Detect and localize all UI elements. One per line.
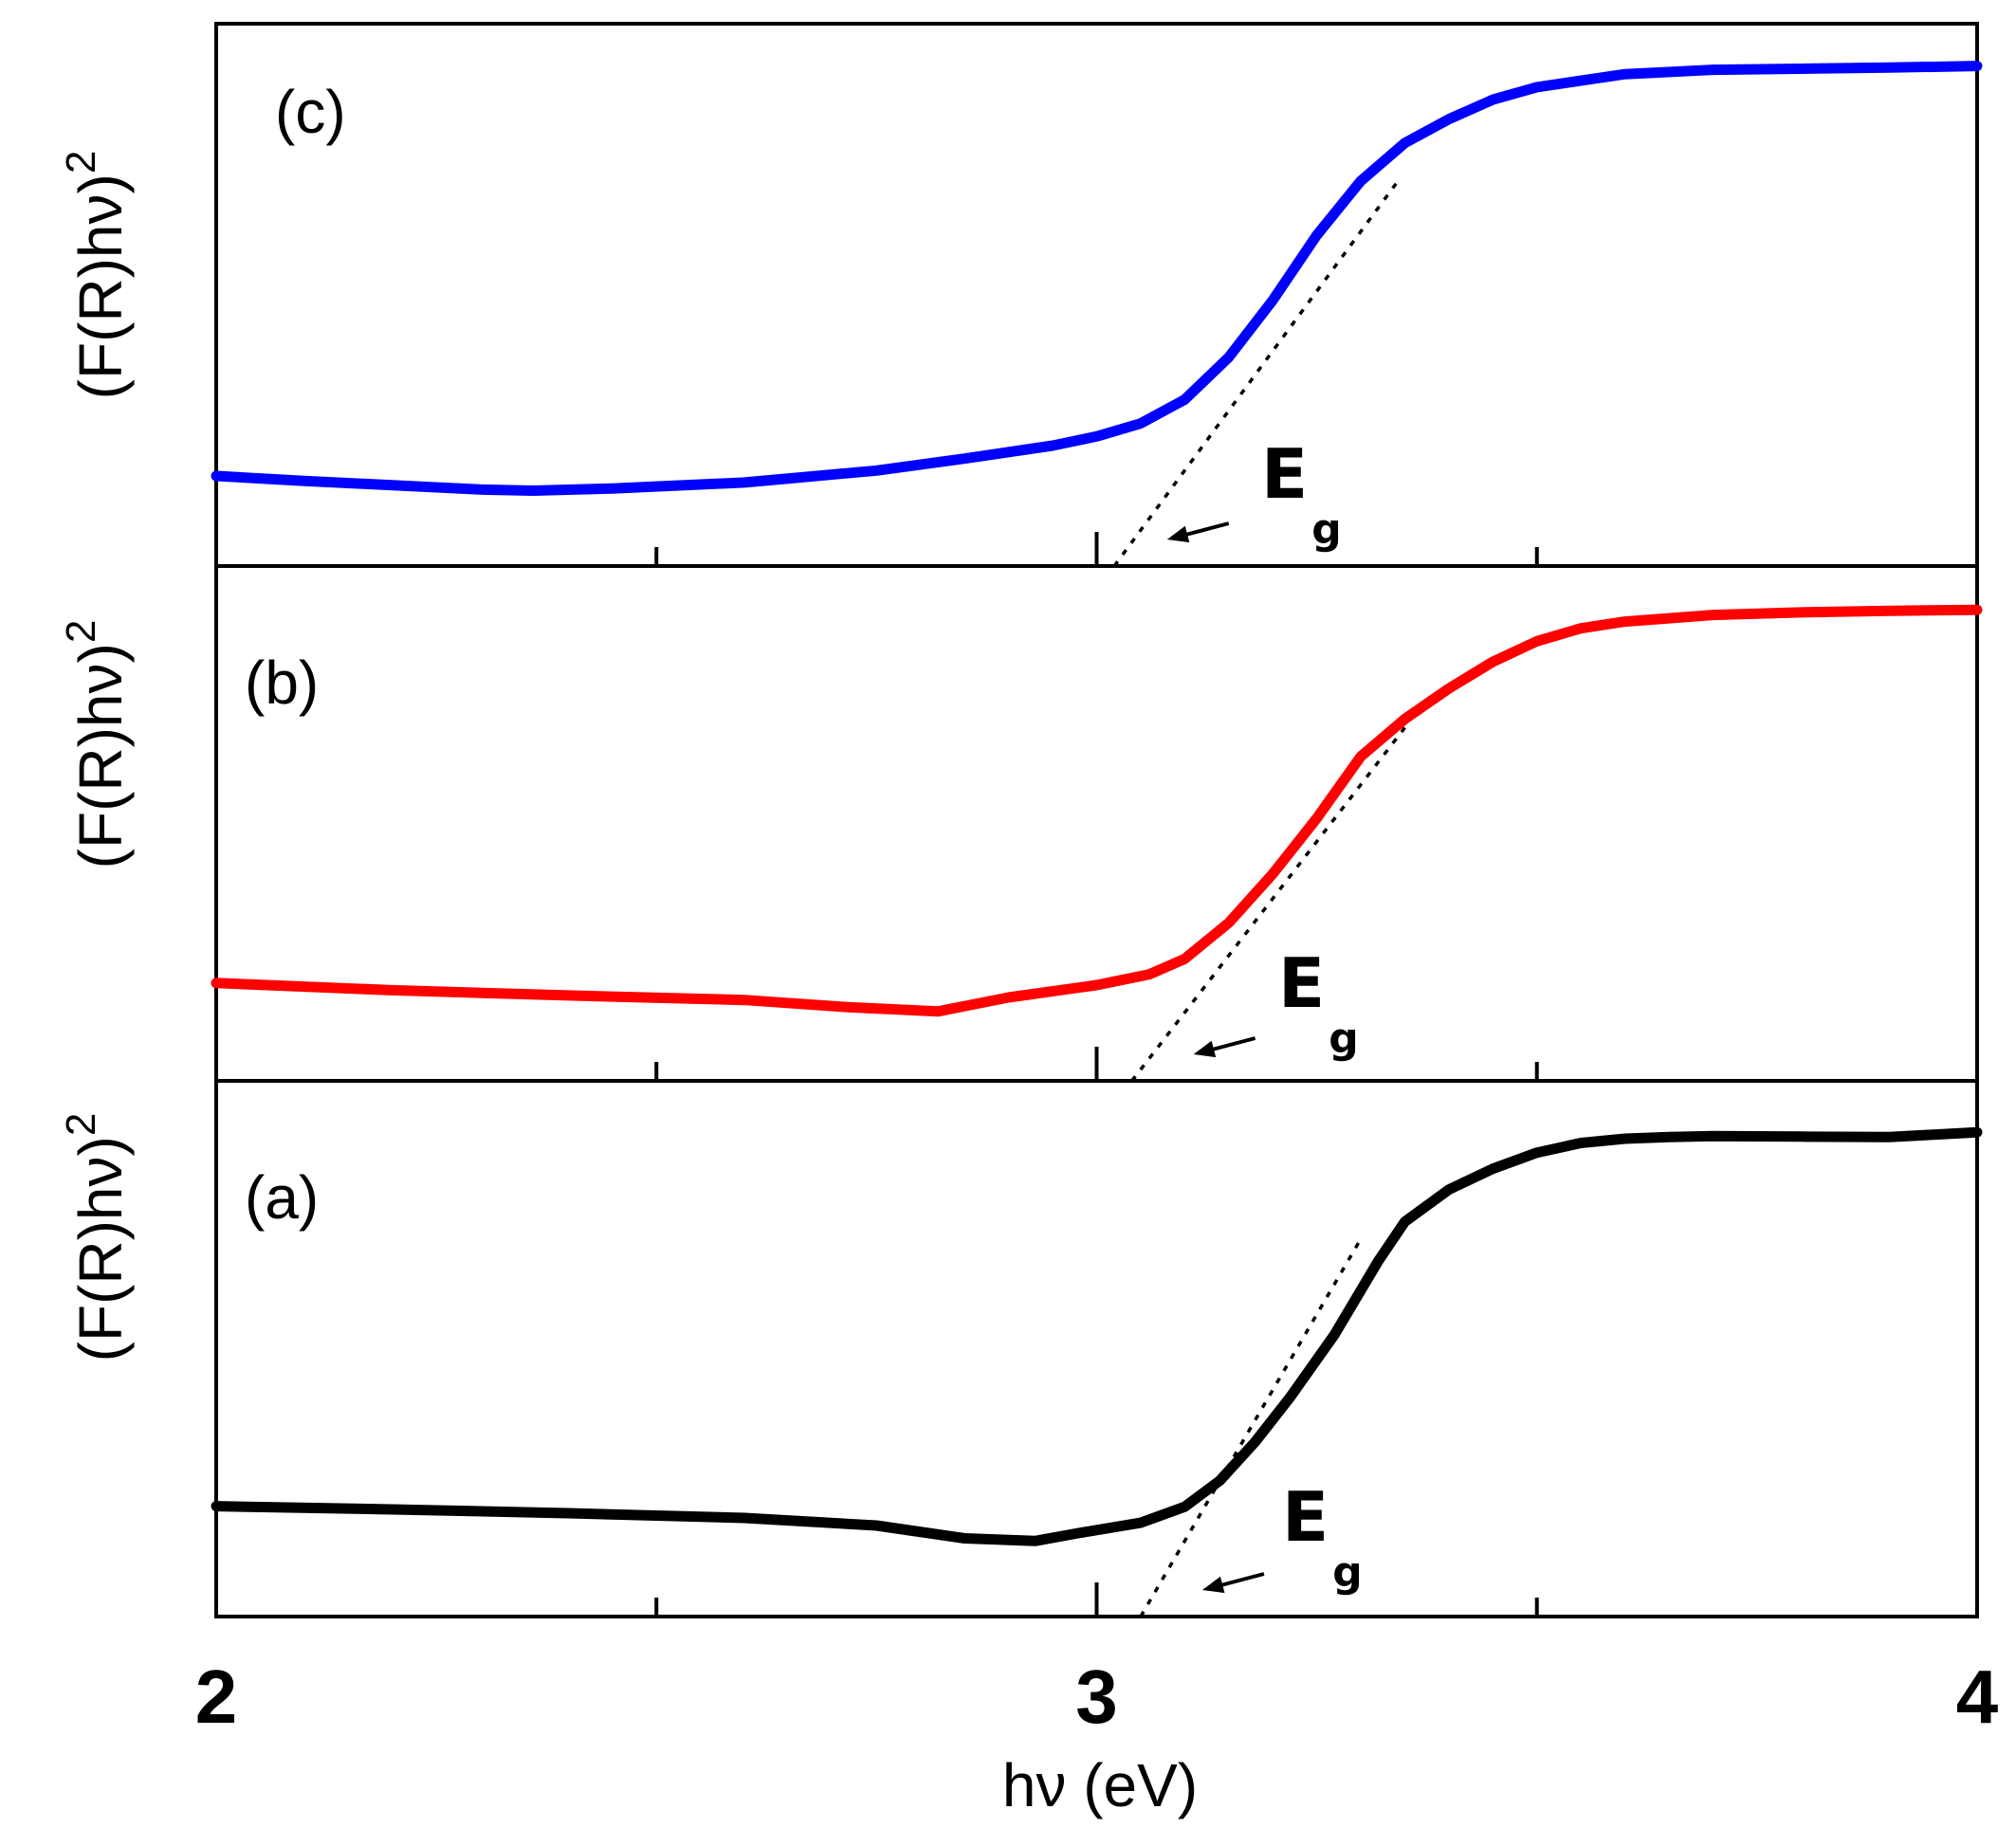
panel-c-ticks	[654, 532, 1539, 566]
panel-b-ylabel: (F(R)hν)2	[58, 620, 135, 869]
panel-b: (b) Eg (F(R)hν)2	[58, 564, 1983, 1083]
panel-b-series-line	[211, 604, 1983, 1017]
panel-c-label: (c)	[275, 78, 346, 146]
panel-c: (c) Eg (F(R)hν)2	[58, 22, 1983, 568]
panel-a-ticks	[654, 1582, 1539, 1617]
panel-c-eg-label: Eg	[1261, 434, 1342, 554]
x-axis-label: hν (eV)	[1002, 1751, 1198, 1819]
x-tick-label-4: 4	[1956, 1654, 1999, 1739]
panel-b-label: (b)	[245, 649, 319, 717]
panel-a-frame	[214, 1079, 1979, 1618]
panel-a-fit-line	[1139, 1237, 1363, 1618]
panel-c-eg-arrow	[1166, 521, 1230, 543]
panel-c-fit-line	[1112, 182, 1398, 568]
panel-b-ticks	[654, 1047, 1539, 1081]
panel-a-series-line	[211, 1126, 1983, 1546]
panel-a: (a) Eg (F(R)hν)2	[58, 1079, 1983, 1618]
x-tick-label-3: 3	[1075, 1654, 1118, 1739]
panel-c-ylabel: (F(R)hν)2	[58, 151, 135, 400]
x-tick-label-2: 2	[195, 1654, 238, 1739]
panel-a-label: (a)	[245, 1163, 319, 1232]
panel-b-frame	[214, 564, 1979, 1083]
panel-b-fit-line	[1130, 726, 1406, 1083]
panel-a-eg-label: Eg	[1282, 1477, 1363, 1597]
panel-b-eg-label: Eg	[1278, 943, 1359, 1063]
panel-c-series-line	[211, 61, 1983, 496]
panel-b-eg-arrow	[1193, 1036, 1256, 1058]
panel-a-eg-arrow	[1201, 1572, 1265, 1594]
panel-a-ylabel: (F(R)hν)2	[58, 1113, 135, 1362]
